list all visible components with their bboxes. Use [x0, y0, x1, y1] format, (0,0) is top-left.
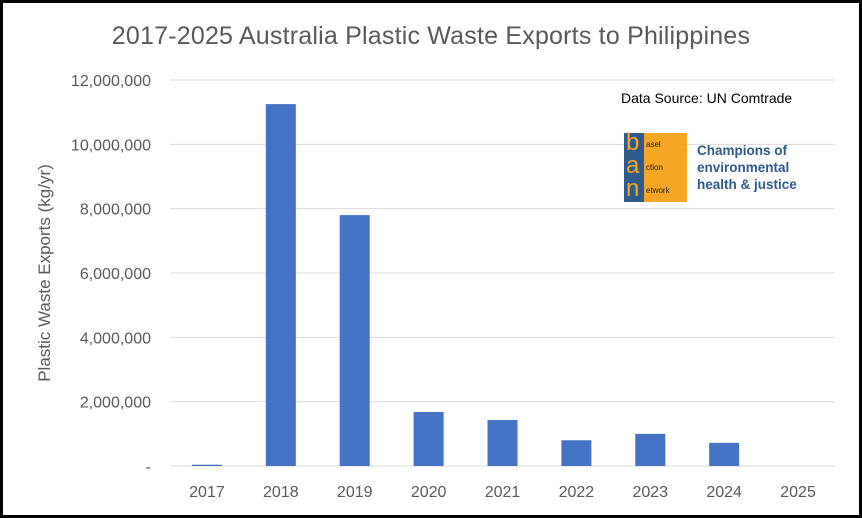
x-tick-label: 2024: [706, 484, 742, 501]
bar: [413, 411, 444, 466]
ban-logo-row-basel: b asel: [624, 129, 687, 156]
bar: [191, 464, 222, 466]
ban-tagline-line-2: environmental: [697, 160, 790, 175]
x-tick-label: 2017: [189, 484, 225, 501]
x-tick-label: 2022: [559, 484, 595, 501]
ban-logo-row-network: n etwork: [624, 175, 687, 202]
data-source-note: Data Source: UN Comtrade: [621, 90, 793, 106]
ban-logo-word-action: ction: [646, 163, 663, 172]
ban-logo-row-action: a ction: [624, 152, 687, 179]
ban-tagline: Champions of environmental health & just…: [697, 142, 797, 193]
x-tick-label: 2025: [780, 484, 816, 501]
y-tick-label: 6,000,000: [80, 266, 151, 283]
x-tick-label: 2019: [337, 484, 373, 501]
bar: [709, 442, 740, 466]
bar: [339, 215, 370, 466]
ban-logo-word-basel: asel: [646, 140, 661, 149]
bar: [561, 440, 592, 466]
y-tick-label: 8,000,000: [80, 202, 151, 219]
ban-tagline-line-3: health & justice: [697, 177, 797, 192]
y-tick-label: 10,000,000: [71, 137, 151, 154]
y-tick-label: 2,000,000: [80, 395, 151, 412]
bar: [635, 433, 666, 466]
ban-logo-letter-b: b: [626, 129, 640, 156]
y-tick-label: 12,000,000: [71, 73, 151, 90]
bar: [487, 420, 518, 466]
chart-title: 2017-2025 Australia Plastic Waste Export…: [111, 22, 751, 50]
ban-logo-letter-a: a: [626, 152, 640, 179]
x-tick-label: 2018: [263, 484, 299, 501]
y-tick-label: 4,000,000: [80, 330, 151, 347]
y-tick-label: -: [146, 459, 151, 476]
ban-logo-letter-n: n: [626, 175, 640, 202]
x-tick-label: 2020: [411, 484, 447, 501]
ban-logo-word-network: etwork: [646, 186, 670, 195]
ban-logo: b asel a ction n etwork: [624, 129, 687, 202]
ban-tagline-line-1: Champions of: [697, 143, 787, 158]
bar: [265, 104, 296, 466]
y-axis-title: Plastic Waste Exports (kg/yr): [35, 164, 54, 382]
ban-logo-letter-strip: [624, 133, 644, 202]
x-tick-label: 2021: [485, 484, 521, 501]
x-tick-label: 2023: [632, 484, 668, 501]
